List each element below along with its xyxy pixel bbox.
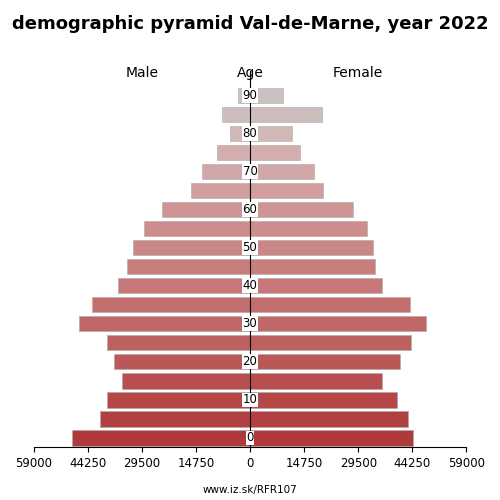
Bar <box>250 411 408 426</box>
Bar <box>222 106 250 122</box>
Text: 70: 70 <box>242 165 258 178</box>
Bar <box>118 278 250 293</box>
Bar <box>92 297 250 312</box>
Bar <box>122 373 250 388</box>
Bar <box>250 335 412 350</box>
Bar <box>230 126 250 141</box>
Bar <box>250 297 410 312</box>
Bar <box>250 126 292 141</box>
Title: demographic pyramid Val-de-Marne, year 2022: demographic pyramid Val-de-Marne, year 2… <box>12 15 488 33</box>
Text: 0: 0 <box>246 432 254 444</box>
Bar <box>250 240 373 256</box>
Bar <box>202 164 250 180</box>
Bar <box>238 88 250 103</box>
Bar <box>114 354 250 370</box>
Text: 10: 10 <box>242 393 258 406</box>
Text: www.iz.sk/RFR107: www.iz.sk/RFR107 <box>202 485 298 495</box>
Text: 80: 80 <box>242 127 258 140</box>
Bar <box>144 220 250 236</box>
Bar <box>132 240 250 256</box>
Bar <box>192 182 250 198</box>
Bar <box>250 202 352 218</box>
Bar <box>250 392 397 407</box>
Bar <box>127 259 250 274</box>
Bar <box>250 430 414 446</box>
Bar <box>250 259 375 274</box>
Text: 40: 40 <box>242 279 258 292</box>
Bar <box>250 278 382 293</box>
Text: 30: 30 <box>242 317 258 330</box>
Bar <box>250 144 300 160</box>
Text: 20: 20 <box>242 355 258 368</box>
Bar <box>250 182 324 198</box>
Bar <box>250 88 283 103</box>
Bar <box>162 202 250 218</box>
Bar <box>217 144 250 160</box>
Bar <box>250 220 368 236</box>
Bar <box>250 164 314 180</box>
Bar <box>250 373 382 388</box>
Text: 60: 60 <box>242 203 258 216</box>
Text: 90: 90 <box>242 89 258 102</box>
Bar <box>107 392 250 407</box>
Bar <box>250 354 400 370</box>
Text: Male: Male <box>125 66 158 80</box>
Bar <box>250 106 322 122</box>
Bar <box>72 430 250 446</box>
Bar <box>100 411 250 426</box>
Text: 50: 50 <box>242 241 258 254</box>
Bar <box>80 316 250 332</box>
Text: Age: Age <box>236 66 264 80</box>
Bar <box>250 316 426 332</box>
Text: Female: Female <box>333 66 384 80</box>
Bar <box>107 335 250 350</box>
